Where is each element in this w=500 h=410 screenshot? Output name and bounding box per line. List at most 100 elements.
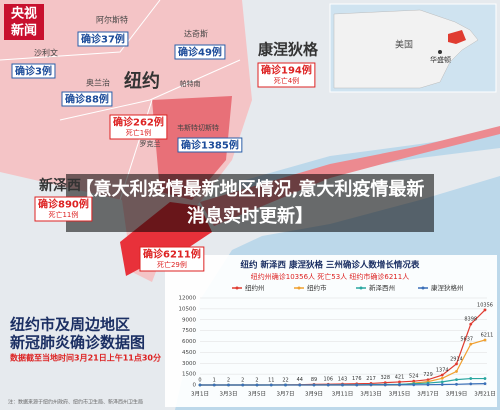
point: [383, 383, 387, 387]
point: [483, 377, 487, 380]
point: [269, 383, 273, 387]
badge-cases: 确诊890例: [38, 198, 89, 211]
badge: 确诊49例: [174, 44, 226, 60]
inset-capital-dot: [438, 50, 442, 54]
place-label: 纽约: [124, 70, 160, 92]
point: [426, 383, 430, 387]
point: [483, 308, 487, 312]
data-label: 2914: [450, 356, 463, 362]
point: [398, 380, 401, 384]
place-label: 新泽西: [39, 177, 81, 194]
badge-cases: 确诊88例: [65, 93, 109, 106]
data-label: 2: [255, 377, 258, 383]
x-tick-label: 3月9日: [305, 391, 323, 398]
badge-deaths: 死亡4例: [274, 76, 299, 85]
legend-dot: [235, 286, 239, 290]
place-label: 罗克兰: [140, 139, 161, 148]
badge-box: [257, 62, 316, 88]
legend-dot: [297, 286, 301, 290]
point: [212, 383, 216, 387]
y-tick-label: 4500: [182, 350, 196, 356]
badge-box: [177, 137, 243, 153]
badge-box: [61, 91, 113, 107]
badge-box: [139, 246, 205, 272]
badge-box: [77, 31, 129, 47]
point: [355, 383, 359, 387]
point: [455, 382, 458, 386]
inset: 美国 华盛顿: [329, 3, 497, 93]
badge-deaths: 死亡29例: [157, 260, 187, 269]
source: 注：数据来源于纽约州政府、纽约市卫生局、新泽西州卫生局: [8, 399, 143, 406]
point: [398, 383, 401, 387]
data-label: 5637: [460, 337, 473, 343]
point: [483, 338, 487, 342]
data-label: 11: [268, 377, 274, 383]
data-label: 106: [323, 377, 333, 383]
point: [455, 362, 458, 366]
point: [440, 383, 444, 386]
data-label: 2: [241, 377, 244, 383]
badge-cases: 确诊37例: [81, 33, 125, 46]
data-label: 217: [366, 376, 376, 382]
x-tick-label: 3月11日: [332, 391, 354, 398]
caption-title: 新冠肺炎确诊数据图: [10, 334, 145, 352]
chart-title: 纽约 新泽西 康涅狄格 三州确诊人数增长情况表: [241, 260, 420, 271]
point: [469, 382, 473, 386]
point: [483, 382, 487, 385]
data-label: 89: [311, 377, 317, 383]
badge-box: [11, 63, 56, 79]
point: [326, 383, 330, 387]
point: [469, 342, 473, 346]
data-label: 2: [227, 377, 230, 383]
data-label: 328: [380, 375, 390, 381]
legend-dot: [359, 286, 363, 290]
y-tick-label: 3000: [182, 361, 196, 367]
x-tick-label: 3月17日: [417, 391, 439, 398]
data-label: 8398: [464, 317, 477, 323]
badge-cases: 确诊1385例: [181, 139, 239, 152]
data-label: 1: [213, 377, 216, 383]
logo-bg: [4, 4, 44, 40]
badge-cases: 确诊49例: [178, 46, 222, 59]
point: [469, 377, 473, 380]
place-label: 达奇斯: [184, 29, 208, 39]
point: [440, 376, 444, 380]
data-label: 143: [338, 376, 348, 382]
x-tick-label: 3月7日: [277, 391, 295, 398]
badge-deaths: 死亡1例: [126, 128, 151, 137]
point: [426, 378, 430, 382]
place-label: 阿尔斯特: [96, 15, 128, 25]
badge-cases: 确诊262例: [113, 116, 164, 129]
inset-land: [333, 9, 479, 89]
caption-title: 纽约市及周边地区: [10, 316, 130, 334]
legend-label: 纽约州: [245, 283, 265, 292]
headline-bg: [66, 174, 434, 232]
badge-cases: 确诊194例: [261, 64, 312, 77]
badge-box: [109, 114, 168, 140]
badge: 确诊3例: [11, 63, 56, 79]
x-tick-label: 3月3日: [220, 391, 238, 398]
x-tick-label: 3月13日: [360, 391, 382, 398]
legend-label: 康涅狄格州: [431, 283, 464, 292]
headline: 【意大利疫情最新地区情况,意大利疫情最新消息实时更新】: [75, 179, 425, 227]
point: [440, 380, 444, 384]
place-label: 沙利文: [34, 48, 58, 58]
caption-note: 数据截至当地时间3月21日上午11点30分: [10, 353, 161, 363]
point: [455, 378, 458, 382]
point: [469, 322, 473, 326]
badge-box: [34, 196, 93, 222]
data-label: 44: [297, 377, 303, 383]
x-tick-label: 3月19日: [446, 391, 468, 398]
point: [440, 373, 444, 377]
logo: 新闻: [11, 23, 37, 39]
y-tick-label: 10500: [179, 306, 197, 312]
y-tick-label: 9000: [182, 317, 196, 323]
data-label: 6211: [481, 332, 494, 338]
legend-label: 新泽西州: [369, 283, 395, 292]
chart-subtitle: 纽约州确诊10356人 死亡53人 纽约市确诊6211人: [251, 272, 409, 281]
